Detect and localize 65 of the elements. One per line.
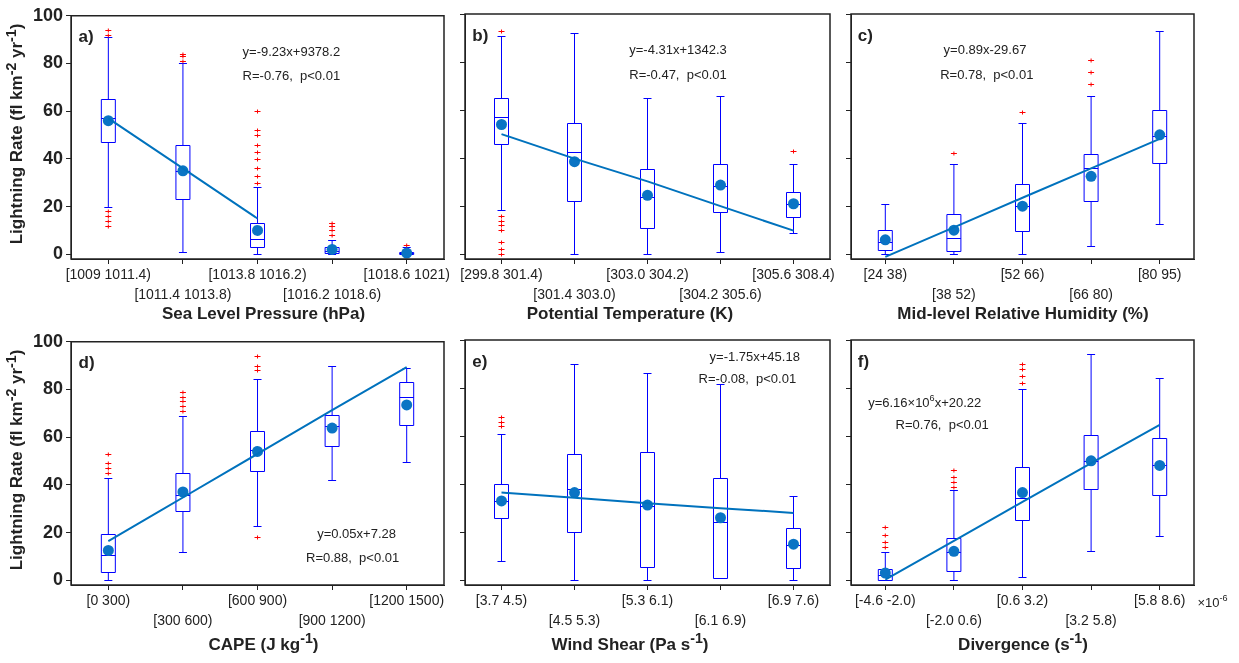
x-tick-label: [1011.4 1013.8) (134, 285, 232, 302)
annotation: y=-9.23x+9378.2 (242, 43, 341, 59)
annotation: f) (857, 351, 870, 371)
x-tick-label: [38 52) (932, 285, 976, 302)
x-tick-label: [900 1200) (298, 611, 366, 628)
y-tick-label: 80 (43, 378, 64, 399)
y-tick-label: 60 (43, 426, 64, 447)
annotation: c) (857, 25, 873, 45)
y-tick-label: 100 (32, 4, 64, 25)
annotation: y=-1.75x+45.18 (709, 348, 800, 364)
x-tick-label: [24 38) (863, 265, 908, 282)
x-tick-label: [-4.6 -2.0) (854, 591, 916, 608)
annotation: R=-0.47, p<0.01 (629, 66, 727, 82)
annotation: e) (472, 351, 488, 371)
x-tick-label: [66 80) (1069, 285, 1113, 302)
x-axis-title: Sea Level Pressure (hPa) (160, 304, 367, 324)
annotation: R=-0.76, p<0.01 (242, 68, 341, 84)
x-tick-label: [1013.8 1016.2) (208, 265, 307, 282)
y-tick-label: 60 (43, 100, 64, 121)
x-tick-label: [0 300) (86, 591, 131, 608)
y-tick-label: 40 (43, 473, 64, 494)
x-axis-title: Wind Shear (Pa s$^{-1}$) (550, 630, 710, 655)
x-tick-label: [303.0 304.2) (606, 265, 689, 282)
x-axis-title: Potential Temperature (K) (525, 304, 735, 324)
x-tick-label: [5.8 8.6) (1134, 591, 1186, 608)
x-tick-label: [1016.2 1018.6) (283, 285, 382, 302)
annotation: y=0.05x+7.28 (317, 525, 396, 541)
x-tick-label: [6.9 7.6) (767, 591, 820, 608)
x-tick-label: [5.3 6.1) (621, 591, 674, 608)
x-tick-label: [0.6 3.2) (996, 591, 1049, 608)
y-tick-label: 80 (43, 52, 64, 73)
x-tick-label: [301.4 303.0) (533, 285, 616, 302)
x-tick-label: [3.7 4.5) (475, 591, 528, 608)
annotation: d) (78, 353, 95, 373)
x-tick-label: [305.6 308.4) (752, 265, 835, 282)
annotation: R=0.76, p<0.01 (895, 417, 989, 433)
y-tick-label: 20 (43, 195, 64, 216)
x-tick-label: [304.2 305.6) (679, 285, 762, 302)
x-axis-title: Mid-level Relative Humidity (%) (896, 304, 1150, 324)
y-tick-label: 100 (32, 330, 64, 351)
y-tick-label: 40 (43, 147, 64, 168)
x-axis-title: Divergence (s$^{-1}$) (957, 630, 1089, 655)
x-tick-label: [1018.6 1021) (363, 265, 450, 282)
x-tick-label: [4.5 5.3) (548, 611, 601, 628)
x-tick-label: [-2.0 0.6) (925, 611, 982, 628)
x-tick-label: [3.2 5.8) (1065, 611, 1117, 628)
annotation: R=0.88, p<0.01 (306, 549, 400, 565)
x-tick-label: [299.8 301.4) (460, 265, 543, 282)
annotation: a) (78, 27, 94, 47)
x-tick-label: [300 600) (153, 611, 213, 628)
annotation: y=0.89x-29.67 (943, 42, 1027, 58)
x-tick-label: [600 900) (227, 591, 288, 608)
annotation: R=0.78, p<0.01 (940, 66, 1034, 82)
y-tick-label: 0 (53, 243, 64, 264)
annotation: R=-0.08, p<0.01 (698, 370, 797, 386)
annotation: y=-4.31x+1342.3 (629, 42, 727, 58)
y-tick-label: 0 (53, 569, 64, 590)
x-tick-label: [6.1 6.9) (694, 611, 747, 628)
x-tick-label: [1200 1500) (369, 591, 445, 608)
x-tick-label: [1009 1011.4) (65, 265, 152, 282)
y-tick-label: 20 (43, 521, 64, 542)
annotation: b) (472, 25, 489, 45)
x-tick-label: [80 95) (1137, 265, 1182, 282)
x-tick-label: [52 66) (1000, 265, 1045, 282)
x-axis-title: CAPE (J kg$^{-1}$) (207, 630, 320, 655)
